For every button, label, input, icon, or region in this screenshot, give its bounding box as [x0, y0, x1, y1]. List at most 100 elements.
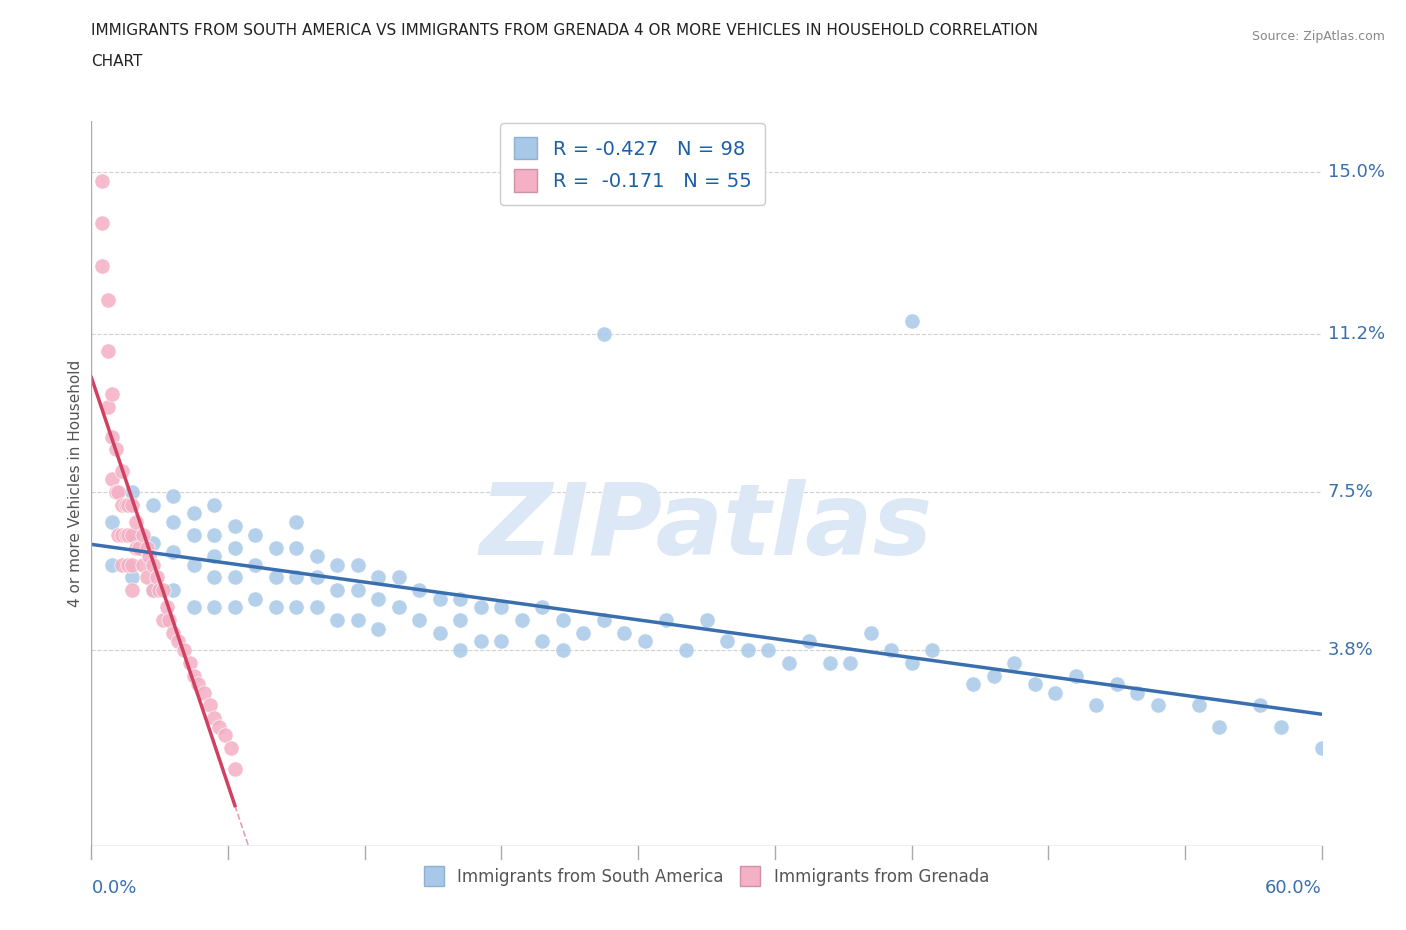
Point — [135, 570, 157, 585]
Point — [111, 463, 134, 478]
Point — [347, 557, 370, 572]
Point — [101, 387, 124, 402]
Point — [152, 613, 174, 628]
Point — [207, 720, 229, 735]
Point — [111, 498, 134, 512]
Point — [245, 527, 267, 542]
Point — [367, 570, 389, 585]
Point — [1270, 720, 1292, 735]
Text: 7.5%: 7.5% — [1327, 483, 1374, 501]
Point — [470, 600, 492, 615]
Point — [245, 591, 267, 606]
Point — [224, 570, 246, 585]
Point — [429, 591, 451, 606]
Point — [183, 506, 205, 521]
Point — [367, 621, 389, 636]
Point — [183, 600, 205, 615]
Point — [101, 472, 124, 486]
Point — [285, 540, 308, 555]
Point — [214, 728, 236, 743]
Point — [326, 557, 349, 572]
Point — [797, 634, 820, 649]
Point — [305, 600, 328, 615]
Y-axis label: 4 or more Vehicles in Household: 4 or more Vehicles in Household — [67, 360, 83, 607]
Point — [1002, 656, 1025, 671]
Point — [121, 498, 143, 512]
Point — [125, 540, 148, 555]
Point — [264, 600, 287, 615]
Point — [593, 326, 616, 341]
Point — [146, 570, 169, 585]
Point — [408, 583, 430, 598]
Point — [148, 583, 170, 598]
Point — [121, 557, 143, 572]
Point — [675, 643, 697, 658]
Text: Source: ZipAtlas.com: Source: ZipAtlas.com — [1251, 30, 1385, 43]
Point — [1085, 698, 1108, 713]
Point — [162, 583, 184, 598]
Point — [117, 527, 139, 542]
Point — [921, 643, 943, 658]
Point — [121, 485, 143, 499]
Point — [737, 643, 759, 658]
Point — [470, 634, 492, 649]
Point — [107, 485, 129, 499]
Point — [142, 557, 165, 572]
Point — [183, 557, 205, 572]
Point — [202, 711, 225, 725]
Point — [162, 544, 184, 559]
Point — [756, 643, 779, 658]
Point — [449, 613, 471, 628]
Point — [305, 570, 328, 585]
Point — [839, 656, 862, 671]
Point — [962, 677, 984, 692]
Point — [152, 583, 174, 598]
Point — [491, 600, 513, 615]
Point — [900, 314, 922, 329]
Point — [593, 613, 616, 628]
Point — [101, 430, 124, 445]
Text: ZIPatlas: ZIPatlas — [479, 479, 934, 576]
Point — [202, 498, 225, 512]
Point — [1024, 677, 1046, 692]
Point — [449, 643, 471, 658]
Text: IMMIGRANTS FROM SOUTH AMERICA VS IMMIGRANTS FROM GRENADA 4 OR MORE VEHICLES IN H: IMMIGRANTS FROM SOUTH AMERICA VS IMMIGRA… — [91, 23, 1039, 38]
Point — [162, 514, 184, 529]
Text: 0.0%: 0.0% — [91, 879, 136, 897]
Point — [183, 527, 205, 542]
Point — [1187, 698, 1209, 713]
Point — [193, 685, 215, 700]
Point — [142, 498, 165, 512]
Point — [408, 613, 430, 628]
Point — [121, 570, 143, 585]
Point — [367, 591, 389, 606]
Point — [101, 557, 124, 572]
Point — [388, 570, 411, 585]
Point — [264, 540, 287, 555]
Point — [162, 626, 184, 641]
Point — [157, 613, 180, 628]
Point — [326, 613, 349, 628]
Text: 60.0%: 60.0% — [1265, 879, 1322, 897]
Point — [97, 344, 120, 359]
Point — [117, 498, 139, 512]
Point — [531, 600, 554, 615]
Point — [105, 485, 127, 499]
Point — [900, 656, 922, 671]
Point — [202, 570, 225, 585]
Point — [1126, 685, 1149, 700]
Point — [142, 583, 165, 598]
Point — [347, 583, 370, 598]
Point — [285, 600, 308, 615]
Point — [531, 634, 554, 649]
Point — [142, 536, 165, 551]
Point — [1208, 720, 1230, 735]
Text: 11.2%: 11.2% — [1327, 326, 1385, 343]
Point — [224, 540, 246, 555]
Point — [183, 668, 205, 683]
Point — [202, 600, 225, 615]
Point — [125, 514, 148, 529]
Point — [107, 527, 129, 542]
Point — [138, 549, 160, 564]
Point — [778, 656, 800, 671]
